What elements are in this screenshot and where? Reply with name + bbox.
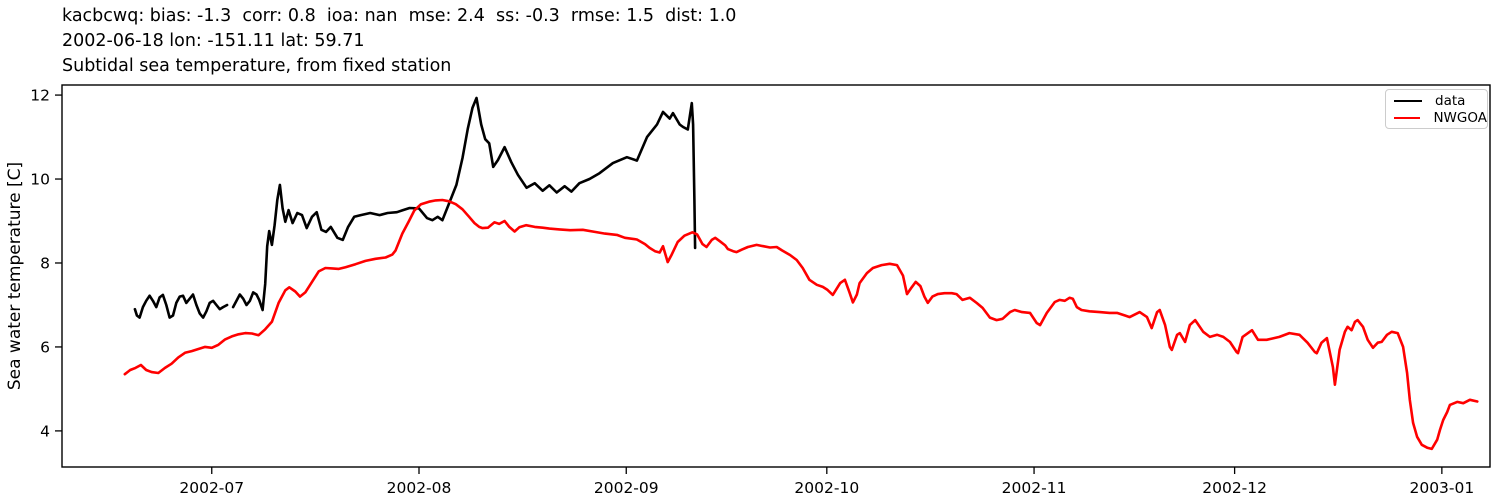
x-tick-label: 2002-09 [594,479,659,497]
legend-line-sample-data [1394,99,1422,102]
legend-entry-nwgoa: NWGOA [1386,109,1487,126]
y-axis-label: Sea water temperature [C] [5,162,25,390]
x-tick-label: 2003-01 [1409,479,1474,497]
legend-entry-data: data [1386,92,1487,109]
y-tick-label: 4 [40,422,50,440]
y-tick-label: 6 [40,338,50,356]
y-tick-label: 8 [40,254,50,272]
x-tick-label: 2002-11 [1002,479,1067,497]
legend-line-sample-nwgoa [1394,116,1421,119]
x-tick-label: 2002-07 [179,479,244,497]
y-tick-label: 12 [30,87,50,105]
legend-label-nwgoa: NWGOA [1433,109,1487,126]
legend: data NWGOA [1385,89,1488,129]
x-tick-label: 2002-08 [387,479,452,497]
x-tick-label: 2002-10 [794,479,859,497]
plot-border [61,84,1491,468]
series-line-nwgoa [123,198,1479,451]
series-line-data [133,96,697,319]
chart-titles: kacbcwq: bias: -1.3 corr: 0.8 ioa: nan m… [62,4,736,79]
x-tick-label: 2002-12 [1202,479,1267,497]
chart-title-metrics: kacbcwq: bias: -1.3 corr: 0.8 ioa: nan m… [62,6,737,26]
legend-label-data: data [1435,92,1466,109]
chart-title-station-date: 2002-06-18 lon: -151.11 lat: 59.71 [62,31,365,51]
chart-title-description: Subtidal sea temperature, from fixed sta… [62,56,452,76]
y-tick-label: 10 [30,171,50,189]
